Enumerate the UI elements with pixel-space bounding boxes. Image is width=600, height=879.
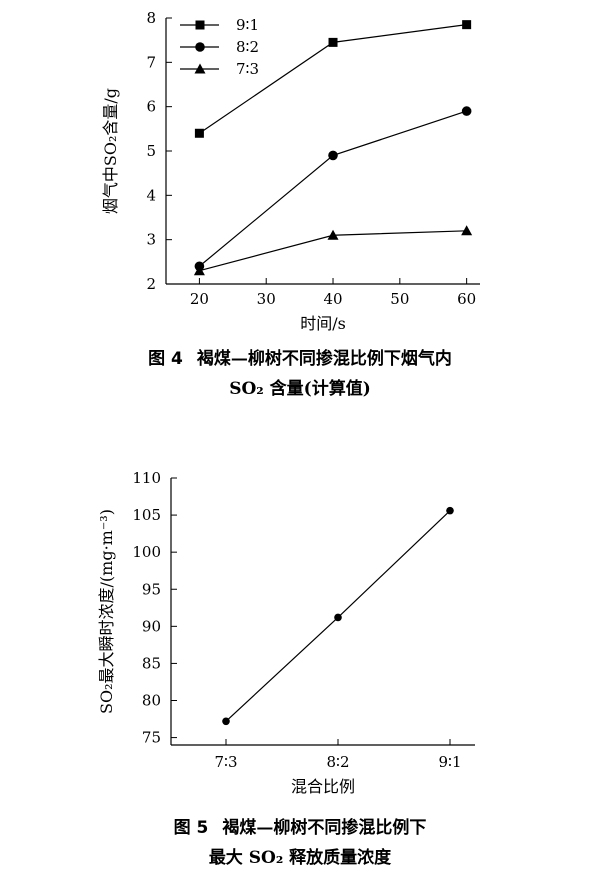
y-tick-label: 3 (146, 231, 156, 249)
y-tick-label: 7 (146, 53, 156, 71)
y-tick-label: 95 (142, 580, 161, 598)
y-axis-label: 烟气中SO₂含量/g (101, 88, 120, 214)
y-tick-label: 6 (146, 98, 156, 116)
y-tick-label: 75 (142, 729, 161, 747)
y-tick-label: 105 (132, 506, 161, 524)
data-point (222, 717, 230, 726)
series-2 (193, 225, 473, 276)
data-point (461, 106, 472, 116)
y-axis-label: SO₂最大瞬时浓度/(mg·m⁻³) (97, 509, 116, 714)
x-tick-label: 60 (457, 290, 476, 308)
data-point (194, 128, 204, 138)
x-axis-label: 时间/s (300, 314, 346, 333)
y-tick-label: 4 (146, 186, 156, 204)
legend-marker (195, 20, 205, 30)
chart-fig5: 75 80 85 90 95 100 105 110 7∶3 8∶2 9∶1 混合比例 SO₂最大瞬时浓… (97, 469, 475, 796)
caption-fig5-number: 图 5 (173, 818, 209, 838)
x-tick-label: 20 (190, 290, 209, 308)
caption-fig4-line2: SO₂ 含量(计算值) (229, 379, 371, 399)
series-line (199, 110, 467, 267)
y-tick-label: 110 (132, 469, 161, 487)
legend: 9∶1 8∶2 7∶3 (180, 16, 259, 78)
caption-fig5-line1: 图 5 褐煤—柳树不同掺混比例下 (0, 813, 600, 843)
y-tick-label: 8 (146, 9, 156, 27)
x-tick-label: 7∶3 (215, 753, 238, 771)
legend-label: 9∶1 (236, 16, 259, 34)
y-tick-label: 100 (132, 543, 161, 561)
x-tick-label: 40 (323, 290, 342, 308)
caption-fig4-line1: 图 4 褐煤—柳树不同掺混比例下烟气内 (0, 344, 600, 374)
caption-fig4-number: 图 4 (148, 349, 183, 369)
legend-marker (195, 42, 205, 52)
data-point (334, 613, 342, 622)
data-point (461, 225, 473, 236)
caption-fig5: 图 5 褐煤—柳树不同掺混比例下 最大 SO₂ 释放质量浓度 (0, 813, 600, 873)
series-0 (222, 506, 454, 726)
x-tick-label: 9∶1 (439, 753, 462, 771)
y-tick-label: 80 (142, 692, 161, 710)
legend-marker (194, 63, 206, 74)
legend-label: 7∶3 (236, 60, 259, 78)
series-0 (194, 20, 472, 138)
caption-fig5-title: 褐煤—柳树不同掺混比例下 (222, 818, 427, 838)
data-point (462, 20, 472, 30)
x-tick-label: 50 (390, 290, 409, 308)
caption-fig4-title: 褐煤—柳树不同掺混比例下烟气内 (196, 349, 452, 369)
caption-fig5-line2: 最大 SO₂ 释放质量浓度 (208, 848, 392, 868)
y-tick-label: 2 (146, 275, 156, 293)
x-axis-label: 混合比例 (291, 777, 355, 796)
data-point (328, 150, 338, 161)
y-tick-label: 5 (146, 142, 156, 160)
data-point (327, 229, 339, 240)
x-tick-label: 8∶2 (327, 753, 350, 771)
y-tick-label: 90 (142, 617, 161, 635)
x-tick-label: 30 (257, 290, 276, 308)
chart-fig4: 2 3 4 5 6 7 8 20 30 40 50 60 时间/s 烟气中SO₂含量/g 9∶1 8∶2 7∶3 (101, 9, 480, 333)
data-point (193, 265, 205, 276)
data-point (328, 37, 338, 47)
data-point (446, 506, 454, 515)
series-1 (194, 106, 472, 272)
legend-label: 8∶2 (236, 38, 259, 56)
caption-fig4: 图 4 褐煤—柳树不同掺混比例下烟气内 SO₂ 含量(计算值) (0, 344, 600, 404)
y-tick-label: 85 (142, 654, 161, 672)
